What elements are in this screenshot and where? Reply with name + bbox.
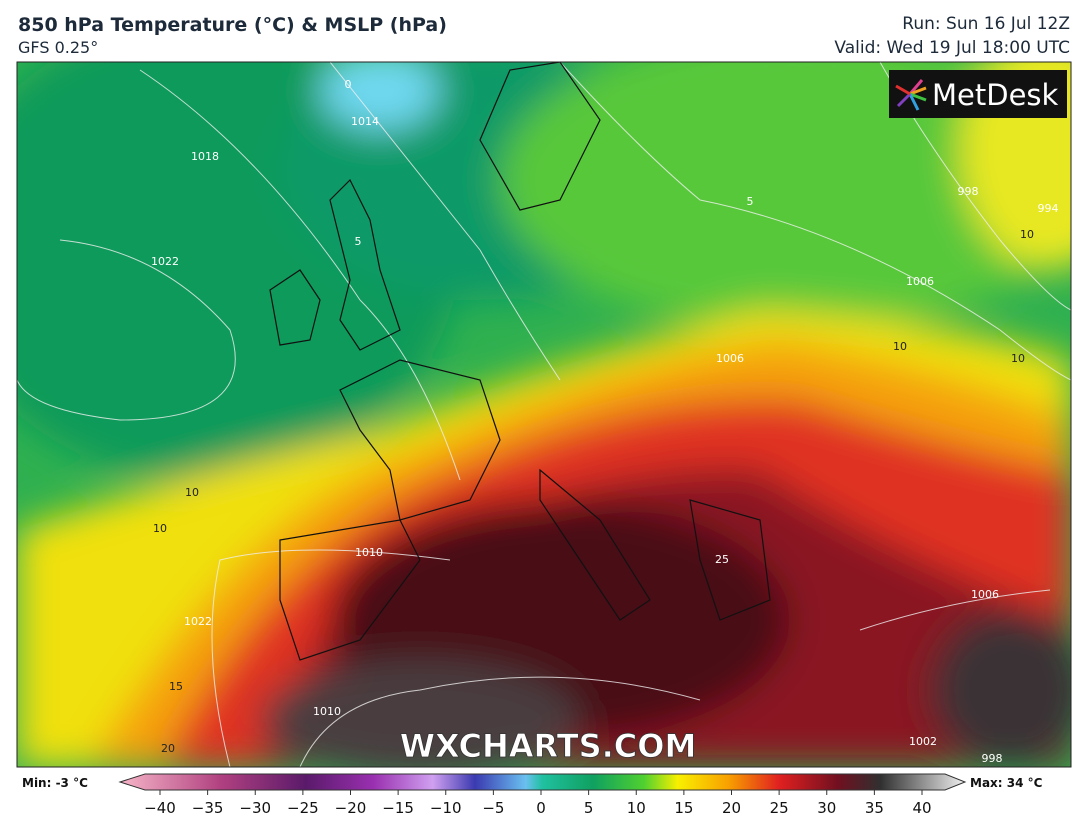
- colorbar-tick-label: −5: [482, 799, 504, 817]
- colorbar-tick-label: −40: [144, 799, 176, 817]
- contour-label: 10: [1020, 228, 1034, 241]
- contour-label: 1022: [151, 255, 179, 268]
- title: 850 hPa Temperature (°C) & MSLP (hPa): [18, 14, 447, 36]
- colorbar-tick-label: 5: [584, 799, 594, 817]
- contour-label: 1006: [716, 352, 744, 365]
- contour-label: 1022: [184, 615, 212, 628]
- colorbar-tick-label: −35: [192, 799, 224, 817]
- valid-time: Valid: Wed 19 Jul 18:00 UTC: [834, 38, 1070, 58]
- model: GFS 0.25°: [18, 38, 99, 57]
- run-time: Run: Sun 16 Jul 12Z: [902, 14, 1070, 34]
- contour-label: 10: [185, 486, 199, 499]
- contour-label: 1018: [191, 150, 219, 163]
- contour-label: 10: [893, 340, 907, 353]
- contour-label: 5: [747, 195, 754, 208]
- contour-label: 1002: [909, 735, 937, 748]
- colorbar-tick-label: 25: [770, 799, 789, 817]
- contour-label: 998: [958, 185, 979, 198]
- colorbar-tick-label: −10: [430, 799, 462, 817]
- contour-label: 1010: [355, 546, 383, 559]
- colorbar-tick-label: 35: [865, 799, 884, 817]
- logo-box: [889, 70, 1067, 118]
- contour-label: 10: [153, 522, 167, 535]
- contour-label: 25: [715, 553, 729, 566]
- legend-min: Min: -3 °C: [22, 776, 88, 790]
- colorbar-tick-label: −30: [239, 799, 271, 817]
- legend-max: Max: 34 °C: [970, 776, 1043, 790]
- isobars: [17, 62, 1071, 767]
- contour-label: 1006: [971, 588, 999, 601]
- colorbar-tick-label: 20: [722, 799, 741, 817]
- contour-label: 5: [355, 235, 362, 248]
- colorbar-tick-label: 30: [817, 799, 836, 817]
- contour-label: 20: [161, 742, 175, 755]
- colorbar-tick-label: 15: [674, 799, 693, 817]
- colorbar: [118, 773, 967, 791]
- colorbar-tick-label: 10: [627, 799, 646, 817]
- watermark: WXCHARTS.COM: [400, 727, 697, 765]
- colorbar-tick-label: −25: [287, 799, 319, 817]
- colorbar-tick-label: −15: [382, 799, 414, 817]
- contour-label: 1014: [351, 115, 379, 128]
- contour-label: 998: [982, 752, 1003, 765]
- map-frame: [16, 61, 1072, 768]
- logo-icon: [895, 79, 927, 111]
- contour-label: 1010: [313, 705, 341, 718]
- contour-label: 10: [1011, 352, 1025, 365]
- coastlines: [269, 62, 771, 661]
- temperature-field: [17, 62, 1071, 767]
- colorbar-tick-label: −20: [335, 799, 367, 817]
- colorbar-tick-label: 0: [536, 799, 546, 817]
- colorbar-tick-label: 40: [912, 799, 931, 817]
- logo-text: MetDesk: [932, 78, 1059, 112]
- contour-label: 1006: [906, 275, 934, 288]
- contour-label: 0: [345, 78, 352, 91]
- contour-label: 15: [169, 680, 183, 693]
- contour-label: 994: [1038, 202, 1059, 215]
